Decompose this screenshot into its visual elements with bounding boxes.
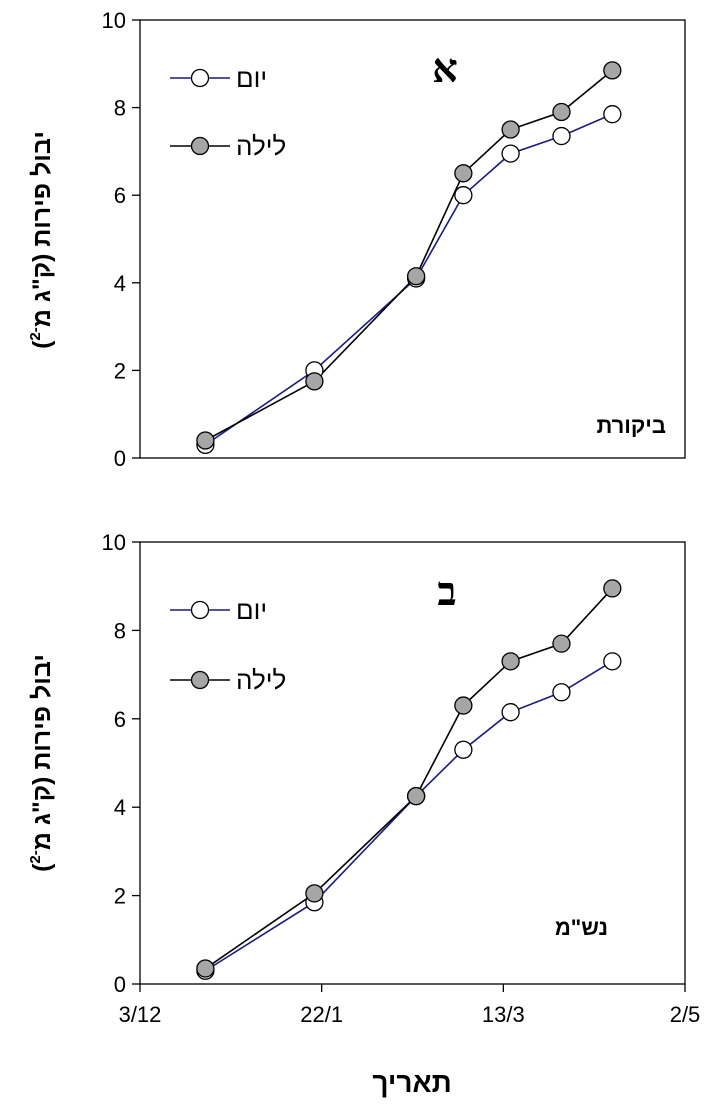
panel-b-series-night-point — [305, 884, 324, 903]
panel-b-legend: יום לילה — [170, 595, 286, 695]
panel-b-y-tick-label: 6 — [114, 707, 126, 732]
panel-a: 0 2 4 6 8 10 יום לילה א ביקורת יבול פירות (ק"ג… — [27, 8, 686, 471]
panel-b-y-axis-label: יבול פירות (ק"ג מ-2) — [27, 654, 56, 872]
panel-a-series — [196, 61, 622, 455]
panel-a-legend-night-swatch-marker — [190, 136, 210, 156]
panel-a-y-tick-label: 4 — [114, 271, 126, 296]
panel-b-series-day-point — [552, 683, 571, 702]
panel-a-series-day-point — [501, 144, 520, 163]
panel-a-legend-night-label: לילה — [236, 131, 286, 161]
panel-a-series-day-point — [552, 126, 571, 146]
panel-b-y-axis-label-close: ) — [28, 863, 56, 872]
panel-a-y-tick-label: 10 — [102, 8, 126, 33]
panel-a-y-axis-label-superscript: -2 — [27, 327, 44, 340]
panel-b-legend-day-swatch-marker — [190, 600, 210, 620]
panel-a-y-tick-label: 2 — [114, 358, 126, 383]
panel-b-y-axis-label-main: יבול פירות (ק"ג מ — [28, 654, 56, 850]
panel-b-letter: ב — [437, 569, 456, 614]
panel-b-series-night-point — [552, 634, 571, 653]
panel-a-series-night-point — [406, 267, 426, 286]
panel-a-y-axis: 0 2 4 6 8 10 — [102, 8, 140, 471]
panel-b-y-axis: 0 2 4 6 8 10 — [102, 530, 140, 997]
x-axis-label: תאריך — [372, 1067, 451, 1098]
x-axis: 3/12 22/1 13/3 2/5 — [119, 984, 701, 1027]
x-tick-label: 13/3 — [482, 1002, 525, 1027]
panel-a-y-tick-label: 0 — [114, 446, 126, 471]
panel-a-y-axis-label-close: ) — [28, 340, 56, 349]
panel-a-series-night-point — [552, 102, 571, 122]
panel-b: 0 2 4 6 8 10 3/12 22/1 13/3 2/5 יום לילה ב נש"מ י… — [27, 530, 700, 1027]
panel-a-letter: א — [432, 46, 458, 91]
panel-a-plot-frame — [139, 19, 686, 459]
panel-b-legend-night-swatch-marker — [190, 670, 210, 690]
x-tick-label: 2/5 — [670, 1002, 701, 1027]
panel-b-y-tick-label: 2 — [114, 884, 126, 909]
panel-b-plot-frame — [139, 541, 686, 985]
panel-b-series-night-point — [603, 579, 622, 598]
x-tick-label: 22/1 — [300, 1002, 343, 1027]
panel-b-series-day-point — [501, 703, 520, 722]
panel-b-y-tick-label: 4 — [114, 795, 126, 820]
panel-a-treatment-label: ביקורת — [596, 413, 666, 438]
panel-b-y-axis-label-superscript: -2 — [27, 850, 44, 863]
panel-b-treatment-label: נש"מ — [555, 915, 608, 940]
panel-a-series-night-point — [603, 61, 622, 80]
panel-b-series-night-point — [501, 652, 520, 671]
panel-a-y-axis-label: יבול פירות (ק"ג מ-2) — [27, 131, 56, 349]
panel-b-y-tick-label: 8 — [114, 618, 126, 643]
panel-b-series-day-point — [603, 652, 622, 671]
panel-b-series-night-point — [454, 696, 473, 715]
panel-a-series-night-point — [196, 431, 215, 450]
panel-a-y-tick-label: 6 — [114, 183, 126, 208]
panel-a-legend-day-swatch-marker — [190, 68, 210, 88]
panel-b-legend-day-label: יום — [236, 595, 267, 625]
panel-b-series-night-point — [406, 787, 426, 806]
panel-b-series-night-point — [196, 959, 215, 978]
panel-b-series — [196, 579, 622, 980]
panel-a-series-day-point — [454, 186, 473, 205]
panel-a-y-tick-label: 8 — [114, 96, 126, 121]
panel-b-y-tick-label: 10 — [102, 530, 126, 555]
panel-a-series-night-point — [454, 164, 473, 183]
panel-b-series-day-point — [454, 740, 473, 759]
panel-b-y-tick-label: 0 — [114, 972, 126, 997]
x-tick-label: 3/12 — [119, 1002, 162, 1027]
panel-a-y-axis-label-main: יבול פירות (ק"ג מ — [28, 131, 56, 327]
panel-a-legend: יום לילה — [170, 63, 286, 161]
panel-b-legend-night-label: לילה — [236, 665, 286, 695]
panel-a-series-night-point — [305, 372, 324, 391]
panel-a-series-day-point — [603, 105, 622, 124]
panel-a-legend-day-label: יום — [236, 63, 267, 93]
panel-a-series-night-point — [501, 120, 520, 139]
